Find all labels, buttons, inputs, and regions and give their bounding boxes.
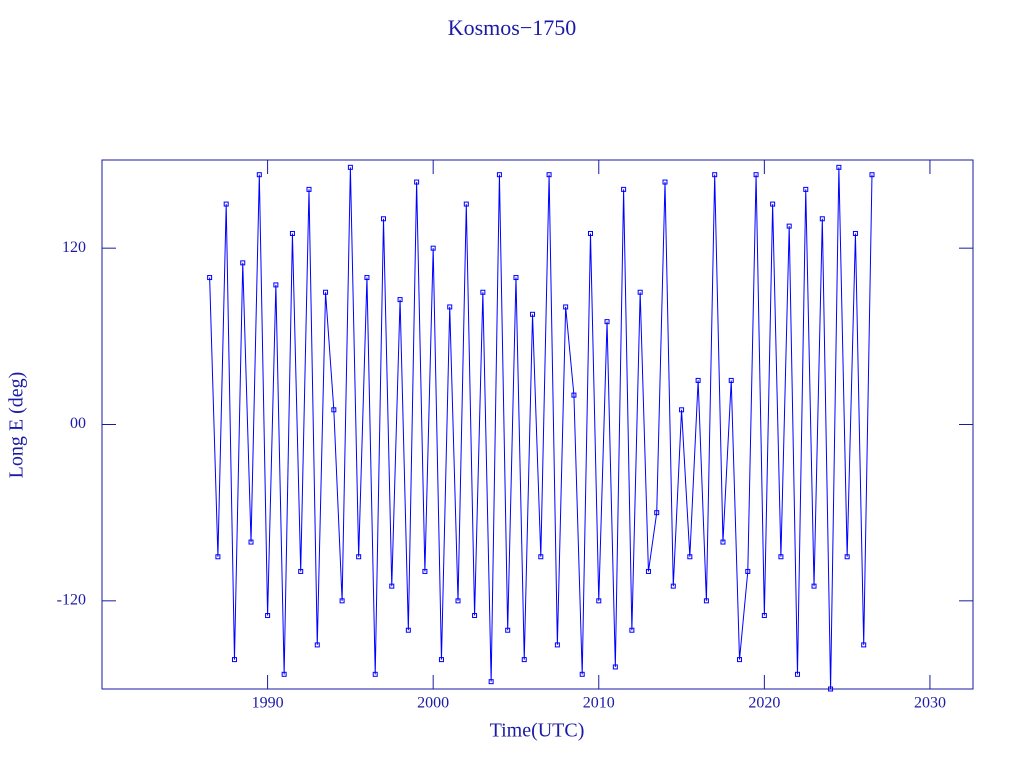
data-point: [414, 179, 420, 185]
data-point: [737, 657, 743, 663]
data-point: [563, 304, 569, 310]
data-point: [207, 275, 213, 281]
data-point: [852, 230, 858, 236]
data-point: [679, 407, 685, 413]
data-point: [530, 311, 536, 317]
data-point: [381, 216, 387, 222]
data-point: [703, 598, 709, 604]
data-point: [438, 657, 444, 663]
data-point: [844, 554, 850, 560]
data-point: [240, 260, 246, 266]
data-point: [265, 613, 271, 619]
data-point: [488, 679, 494, 685]
data-point: [778, 554, 784, 560]
data-point: [347, 164, 353, 170]
data-point: [314, 642, 320, 648]
data-point: [422, 568, 428, 574]
data-point: [571, 392, 577, 398]
data-point: [828, 686, 834, 692]
data-point: [770, 201, 776, 207]
data-point: [819, 216, 825, 222]
data-point: [554, 642, 560, 648]
data-point: [447, 304, 453, 310]
data-point: [811, 583, 817, 589]
data-point: [289, 230, 295, 236]
data-point: [745, 568, 751, 574]
data-point: [521, 657, 527, 663]
data-point: [231, 657, 237, 663]
data-point: [248, 539, 254, 545]
data-point: [621, 186, 627, 192]
data-point: [306, 186, 312, 192]
data-point: [728, 377, 734, 383]
plot-frame: [101, 159, 974, 690]
data-point: [869, 172, 875, 178]
x-tick-label: 2010: [583, 695, 615, 712]
data-point: [463, 201, 469, 207]
data-line: [209, 167, 873, 690]
x-axis-label: Time(UTC): [490, 720, 585, 742]
data-point: [496, 172, 502, 178]
data-point: [579, 671, 585, 677]
data-point: [753, 172, 759, 178]
data-point: [604, 319, 610, 325]
x-tick-label: 2020: [748, 695, 780, 712]
data-point: [786, 223, 792, 229]
data-point: [803, 186, 809, 192]
data-point: [505, 627, 511, 633]
data-point: [861, 642, 867, 648]
data-point: [720, 539, 726, 545]
x-tick-label: 2000: [417, 695, 449, 712]
data-point: [223, 201, 229, 207]
data-point: [687, 554, 693, 560]
data-point: [364, 275, 370, 281]
data-point: [654, 510, 660, 516]
data-point: [323, 289, 329, 295]
data-point: [215, 554, 221, 560]
data-point: [645, 568, 651, 574]
data-point: [836, 164, 842, 170]
data-point: [761, 613, 767, 619]
data-point: [397, 297, 403, 303]
data-point: [670, 583, 676, 589]
data-point: [356, 554, 362, 560]
data-point: [712, 172, 718, 178]
data-point: [331, 407, 337, 413]
data-point: [405, 627, 411, 633]
data-point: [372, 671, 378, 677]
data-point: [546, 172, 552, 178]
data-point: [455, 598, 461, 604]
data-point: [612, 664, 618, 670]
data-point: [538, 554, 544, 560]
data-point: [596, 598, 602, 604]
data-point: [339, 598, 345, 604]
data-point: [794, 671, 800, 677]
data-point: [587, 230, 593, 236]
data-point: [513, 275, 519, 281]
data-point: [480, 289, 486, 295]
data-point: [256, 172, 262, 178]
data-point: [273, 282, 279, 288]
data-point: [629, 627, 635, 633]
y-axis-label: Long E (deg): [6, 372, 28, 479]
data-point: [430, 245, 436, 251]
y-tick-label: -120: [57, 592, 86, 609]
data-point: [472, 613, 478, 619]
x-tick-label: 1990: [252, 695, 284, 712]
data-point: [298, 568, 304, 574]
data-point: [637, 289, 643, 295]
data-point: [695, 377, 701, 383]
y-tick-label: 00: [70, 415, 86, 432]
x-tick-label: 2030: [914, 695, 946, 712]
y-tick-label: 120: [62, 239, 86, 256]
chart-title: Kosmos−1750: [448, 15, 577, 40]
data-point: [662, 179, 668, 185]
data-point: [281, 671, 287, 677]
data-point: [389, 583, 395, 589]
